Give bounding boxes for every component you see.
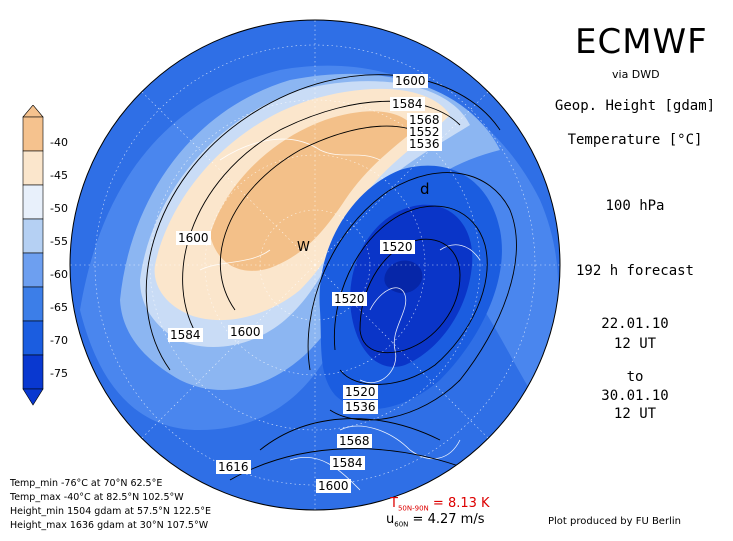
valid-time: 12 UT: [613, 406, 657, 422]
contour-label: 1536: [343, 400, 378, 414]
contour-label: 1552: [407, 125, 442, 139]
stat-temp-max: Temp_max -40°C at 82.5°N 102.5°W: [10, 492, 184, 503]
cold-marker: d: [420, 180, 430, 198]
contour-label: 1536: [407, 137, 442, 151]
contour-label: 1520: [332, 292, 367, 306]
colorbar-label: -70: [50, 334, 68, 347]
contour-label: 1616: [216, 460, 251, 474]
t-subscript: 50N-90N: [397, 504, 429, 513]
colorbar-label: -40: [50, 136, 68, 149]
stat-height-min: Height_min 1504 gdam at 57.5°N 122.5°E: [10, 506, 211, 517]
temperature-colorbar: [22, 105, 44, 406]
height-contours: [145, 74, 517, 481]
init-date: 22.01.10: [601, 316, 669, 332]
credit-label: Plot produced by FU Berlin: [548, 516, 681, 527]
t-symbol: T: [390, 496, 398, 511]
colorbar-segment: [22, 218, 44, 254]
colorbar-segment: [22, 320, 44, 356]
coastlines: [199, 138, 481, 491]
u-subscript: 60N: [394, 520, 409, 529]
u-symbol: u: [386, 512, 395, 527]
map-border: [69, 19, 561, 511]
contour-label: 1584: [390, 97, 425, 111]
pressure-level: 100 hPa: [605, 198, 665, 214]
colorbar-segment: [22, 184, 44, 220]
stat-temp-min: Temp_min -76°C at 70°N 62.5°E: [10, 478, 163, 489]
colorbar-label: -45: [50, 169, 68, 182]
colorbar-label: -60: [50, 268, 68, 281]
colorbar-warm-cap: [22, 105, 44, 118]
valid-date: 30.01.10: [601, 388, 669, 404]
colorbar-label: -65: [50, 301, 68, 314]
contour-label: 1520: [380, 240, 415, 254]
contour-label: 1520: [343, 385, 378, 399]
graticule: [70, 20, 560, 510]
contour-label: 1600: [176, 231, 211, 245]
contour-label: 1600: [316, 479, 351, 493]
stat-height-max: Height_max 1636 gdam at 30°N 107.5°W: [10, 520, 209, 531]
colorbar-cold-cap: [22, 388, 44, 406]
colorbar-segment: [22, 354, 44, 390]
warm-core: [210, 111, 415, 271]
warm-marker: W: [297, 240, 310, 255]
to-label: to: [626, 369, 644, 385]
brand-title: ECMWF: [575, 22, 708, 62]
colorbar-segment: [22, 150, 44, 186]
colorbar-label: -75: [50, 367, 68, 380]
contour-label: 1600: [228, 325, 263, 339]
forecast-lead: 192 h forecast: [575, 263, 694, 279]
contour-label: 1568: [407, 113, 442, 127]
contour-label: 1600: [393, 74, 428, 88]
init-time: 12 UT: [613, 336, 657, 352]
cold-minimum: [384, 260, 423, 294]
contour-label: 1584: [168, 328, 203, 342]
u-value: = 4.27 m/s: [412, 512, 485, 527]
variable-temperature: Temperature [°C]: [567, 132, 703, 148]
t-value: = 8.13 K: [432, 496, 490, 511]
colorbar-label: -55: [50, 235, 68, 248]
contour-label: 1584: [330, 456, 365, 470]
wind-diagnostic: u60N = 4.27 m/s: [386, 512, 484, 529]
colorbar-label: -50: [50, 202, 68, 215]
contour-label: 1568: [337, 434, 372, 448]
colorbar-segment: [22, 252, 44, 288]
variable-height: Geop. Height [gdam]: [554, 98, 716, 114]
colorbar-segment: [22, 286, 44, 322]
colorbar-segment: [22, 116, 44, 152]
temperature-diagnostic: T50N-90N = 8.13 K: [390, 496, 490, 513]
polar-map: [69, 19, 561, 511]
source-label: via DWD: [612, 68, 660, 81]
